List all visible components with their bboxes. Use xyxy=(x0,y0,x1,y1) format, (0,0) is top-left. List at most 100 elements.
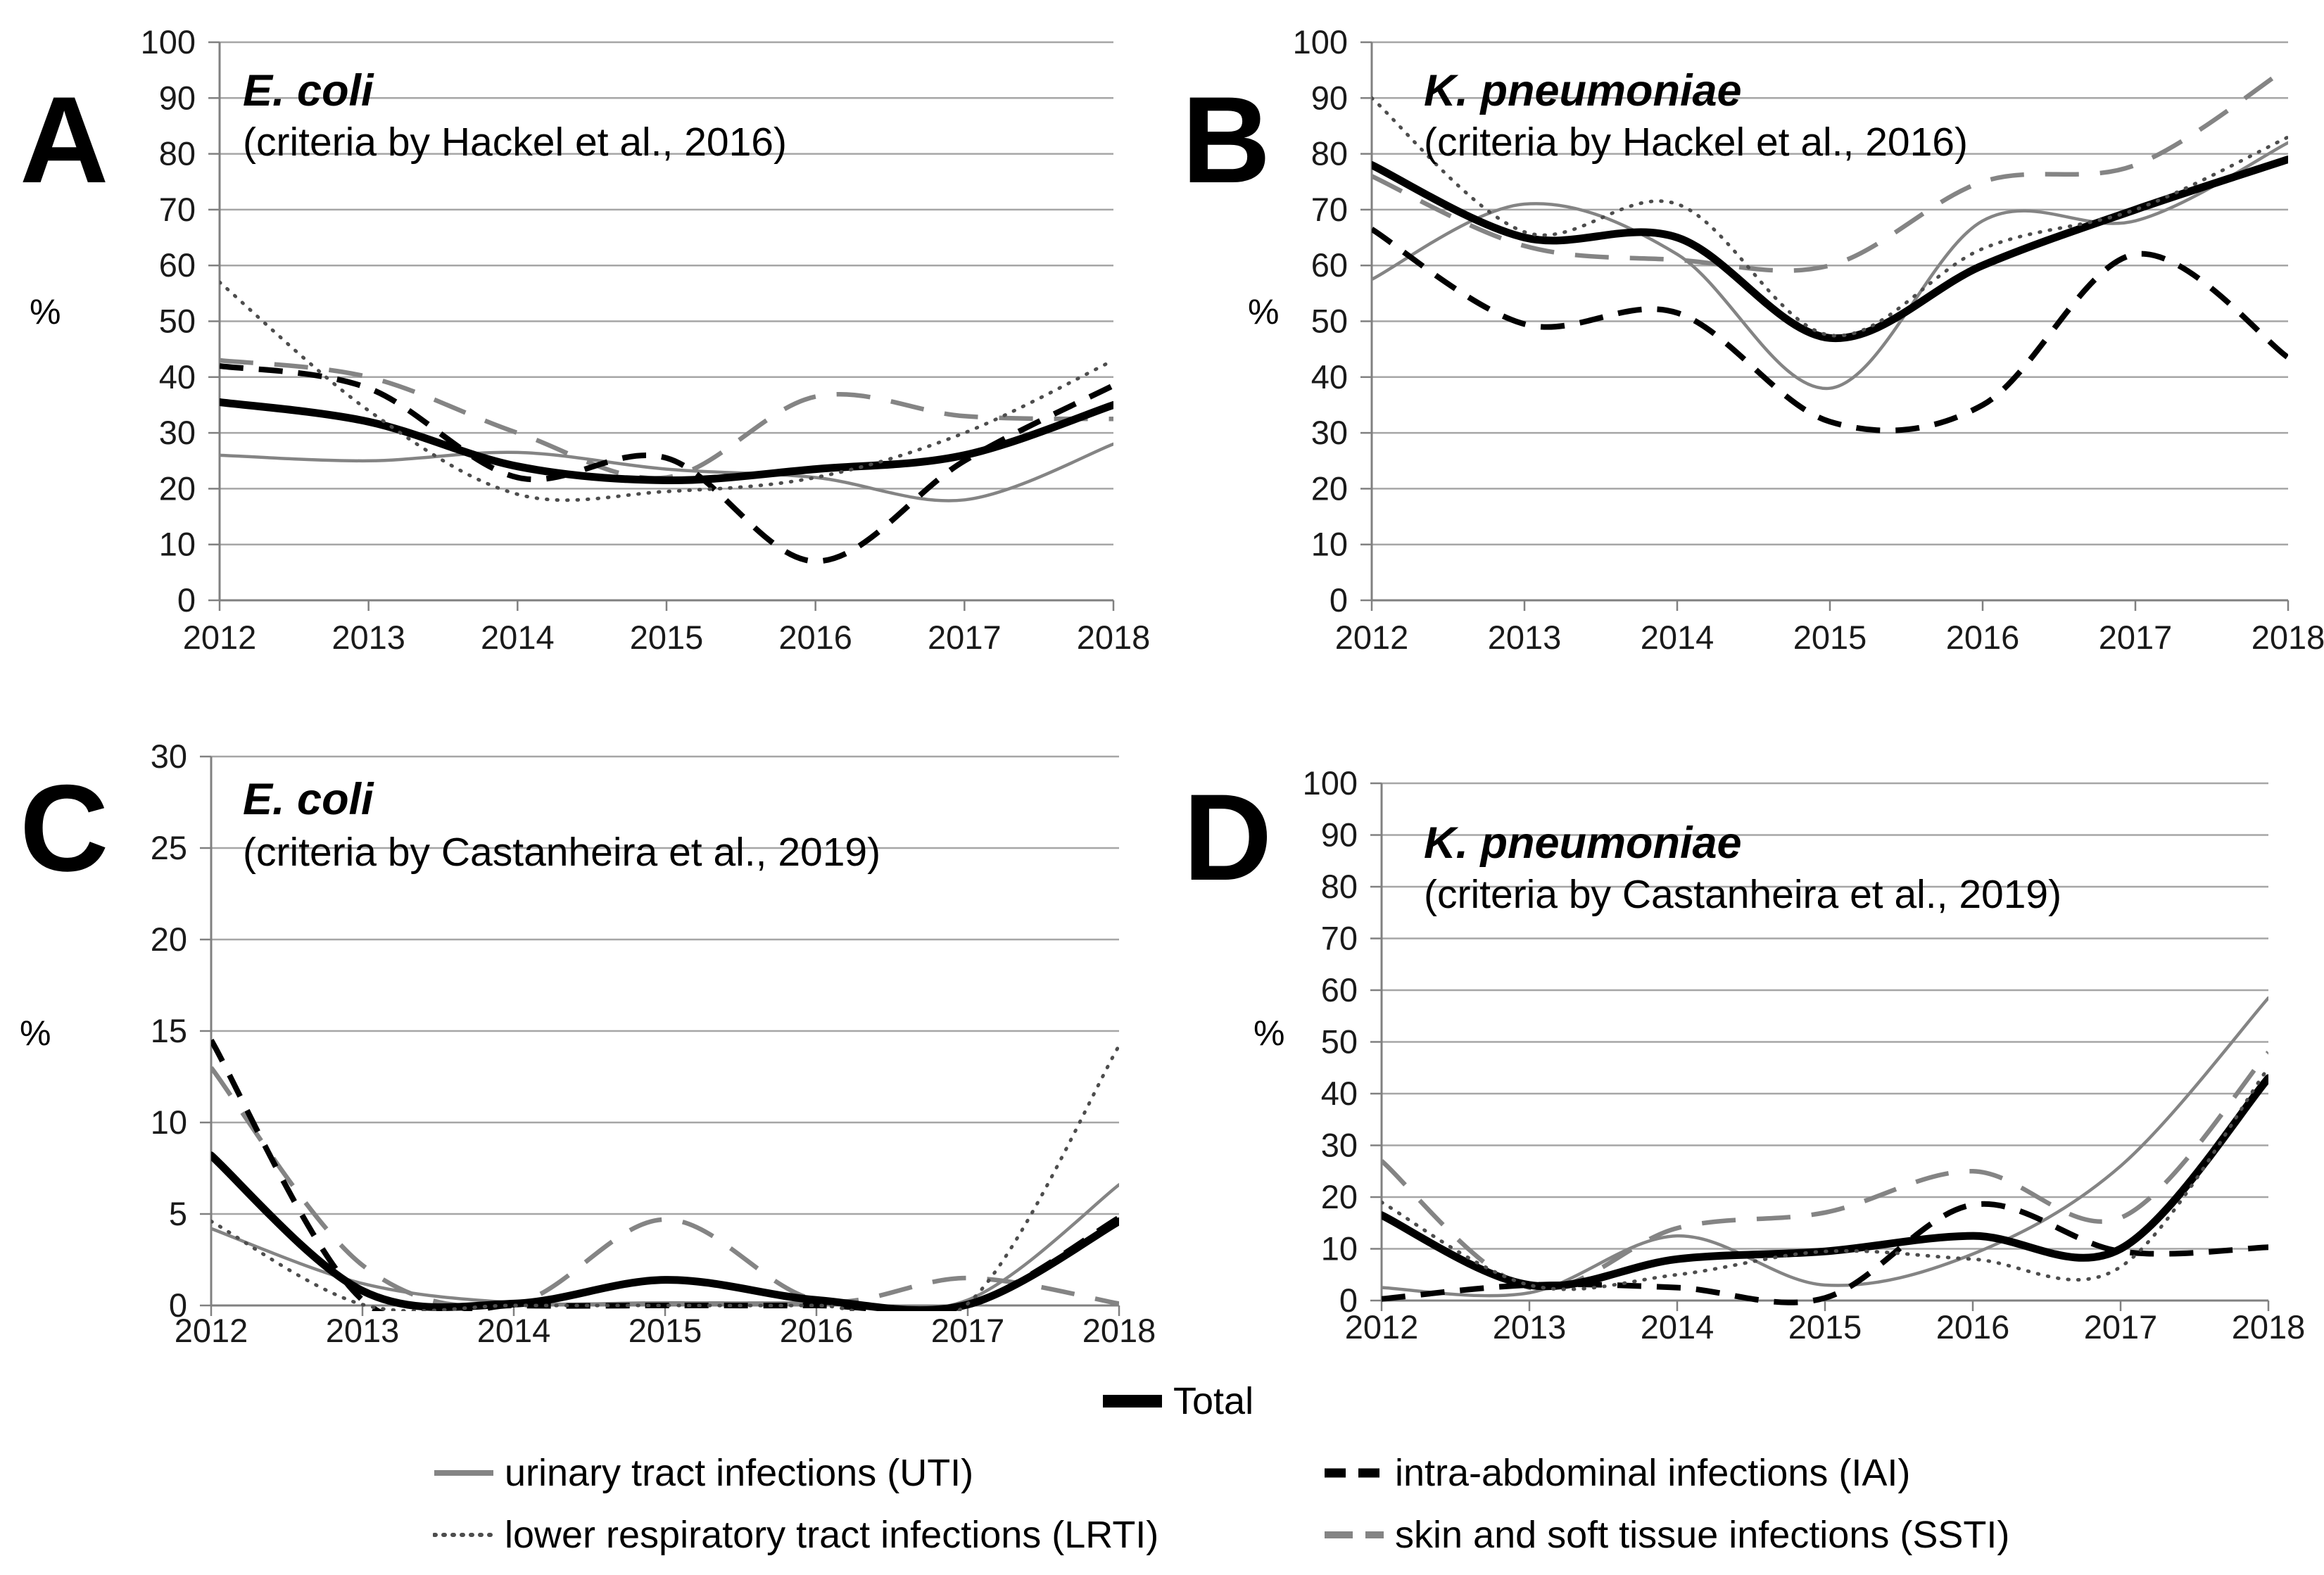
legend-label-lrti: lower respiratory tract infections (LRTI… xyxy=(505,1514,1159,1556)
total-line-swatch-icon xyxy=(1103,1395,1162,1408)
xtick-label-2015: 2015 xyxy=(1788,1308,1862,1346)
legend-label-total: Total xyxy=(1173,1380,1254,1422)
series-line-total xyxy=(220,398,1113,485)
legend-item-uti: urinary tract infections (UTI) xyxy=(433,1451,973,1495)
xtick-label-2012: 2012 xyxy=(1335,619,1409,656)
ytick-label-0: 0 xyxy=(169,1286,187,1324)
xtick-label-2012: 2012 xyxy=(1345,1308,1419,1346)
panel-d-letter: D xyxy=(1183,769,1272,906)
ytick-label-60: 60 xyxy=(1311,246,1348,284)
series-line-lrti xyxy=(211,1044,1119,1311)
panel-c-ylabel: % xyxy=(20,1013,51,1053)
xtick-label-2016: 2016 xyxy=(1946,619,2020,656)
panel-d: 0 10 20 30 40 50 60 70 80 90 100 2012 2013 2014 2015 20… xyxy=(1162,693,2324,1411)
panel-a: 0 10 20 30 40 50 60 70 80 90 100 2012 2013 2014 2015 20… xyxy=(0,0,1162,693)
series-line-uti xyxy=(211,1183,1119,1311)
panel-c: 0 5 10 15 20 25 30 2012 2013 2014 2015 2016 2017 2018… xyxy=(0,693,1162,1411)
series-line-uti xyxy=(1382,996,2268,1298)
iai-line-swatch-icon xyxy=(1325,1468,1384,1478)
panel-a-letter: A xyxy=(20,72,109,209)
panel-c-letter: C xyxy=(20,760,109,897)
panel-a-plot: 0 10 20 30 40 50 60 70 80 90 100 2012 2013 2014 2015 20… xyxy=(141,23,1151,656)
ytick-label-30: 30 xyxy=(1321,1127,1358,1164)
xtick-label-2017: 2017 xyxy=(2099,619,2173,656)
xtick-label-2012: 2012 xyxy=(175,1312,248,1349)
xtick-label-2018: 2018 xyxy=(2232,1308,2306,1346)
xtick-label-2017: 2017 xyxy=(2084,1308,2158,1346)
xtick-label-2015: 2015 xyxy=(1793,619,1867,656)
xtick-label-2013: 2013 xyxy=(1493,1308,1567,1346)
panel-d-subtitle: (criteria by Castanheira et al., 2019) xyxy=(1424,872,2062,917)
uti-line-swatch-icon xyxy=(434,1470,493,1476)
ytick-label-15: 15 xyxy=(151,1012,187,1049)
series-line-lrti xyxy=(220,280,1113,502)
series-line-iai xyxy=(1382,1201,2268,1305)
ytick-label-0: 0 xyxy=(177,581,196,619)
xtick-label-2016: 2016 xyxy=(778,619,852,656)
legend-item-ssti: skin and soft tissue infections (SSTI) xyxy=(1323,1513,2009,1557)
ytick-label-20: 20 xyxy=(159,469,196,507)
legend-item-total: Total xyxy=(1101,1379,1253,1423)
xtick-label-2017: 2017 xyxy=(928,619,1002,656)
xtick-label-2018: 2018 xyxy=(1082,1312,1156,1349)
series-line-iai xyxy=(1372,227,2288,434)
ytick-label-90: 90 xyxy=(1311,79,1348,116)
xtick-label-2014: 2014 xyxy=(1641,619,1714,656)
ytick-label-25: 25 xyxy=(151,829,187,866)
xtick-label-2014: 2014 xyxy=(481,619,555,656)
panel-b-plot: 0 10 20 30 40 50 60 70 80 90 100 2012 2013 2014 2015 20… xyxy=(1293,23,2324,656)
legend-item-iai: intra-abdominal infections (IAI) xyxy=(1323,1451,1910,1495)
panel-b-subtitle: (criteria by Hackel et al., 2016) xyxy=(1424,120,1968,165)
panel-a-ylabel: % xyxy=(30,292,61,331)
series-line-lrti xyxy=(1372,96,2288,338)
panel-c-title: E. coli xyxy=(243,775,374,824)
xtick-label-2018: 2018 xyxy=(1077,619,1151,656)
ytick-label-50: 50 xyxy=(1321,1023,1358,1061)
ytick-label-100: 100 xyxy=(1293,23,1348,61)
ytick-label-60: 60 xyxy=(159,246,196,284)
ssti-line-swatch-icon xyxy=(1325,1531,1384,1538)
panel-a-subtitle: (criteria by Hackel et al., 2016) xyxy=(243,120,787,165)
xtick-label-2018: 2018 xyxy=(2252,619,2324,656)
panel-b-title: K. pneumoniae xyxy=(1424,66,1742,115)
panel-b-ylabel: % xyxy=(1248,292,1280,331)
ytick-label-0: 0 xyxy=(1339,1282,1358,1319)
series-line-uti xyxy=(220,442,1113,502)
panel-c-plot: 0 5 10 15 20 25 30 2012 2013 2014 2015 2016 2017 2018 xyxy=(151,738,1156,1349)
lrti-line-swatch-icon xyxy=(433,1533,495,1537)
ytick-label-50: 50 xyxy=(159,303,196,340)
legend-label-ssti: skin and soft tissue infections (SSTI) xyxy=(1395,1514,2010,1556)
panel-a-title: E. coli xyxy=(243,66,374,115)
ytick-label-10: 10 xyxy=(1311,526,1348,563)
ytick-label-20: 20 xyxy=(1311,469,1348,507)
series-line-lrti xyxy=(1382,1065,2268,1291)
series-line-ssti xyxy=(1372,65,2288,273)
xtick-label-2014: 2014 xyxy=(477,1312,551,1349)
series-line-ssti xyxy=(211,1066,1119,1309)
ytick-label-80: 80 xyxy=(159,135,196,172)
series-line-uti xyxy=(1372,141,2288,390)
ytick-label-30: 30 xyxy=(1311,414,1348,451)
ytick-label-90: 90 xyxy=(159,79,196,116)
panel-c-subtitle: (criteria by Castanheira et al., 2019) xyxy=(243,830,881,875)
ytick-label-5: 5 xyxy=(169,1195,187,1232)
xtick-label-2013: 2013 xyxy=(326,1312,400,1349)
xtick-label-2015: 2015 xyxy=(630,619,704,656)
xtick-label-2014: 2014 xyxy=(1641,1308,1714,1346)
ytick-label-10: 10 xyxy=(159,526,196,563)
series-line-iai xyxy=(220,362,1113,564)
xtick-label-2016: 2016 xyxy=(1936,1308,2010,1346)
ytick-label-90: 90 xyxy=(1321,816,1358,854)
ytick-label-20: 20 xyxy=(1321,1178,1358,1215)
ytick-label-100: 100 xyxy=(141,23,196,61)
legend-item-lrti: lower respiratory tract infections (LRTI… xyxy=(433,1513,1158,1557)
panel-d-plot: 0 10 20 30 40 50 60 70 80 90 100 2012 2013 2014 2015 20… xyxy=(1303,764,2306,1346)
ytick-label-80: 80 xyxy=(1321,868,1358,905)
ytick-label-40: 40 xyxy=(159,358,196,396)
panel-b-letter: B xyxy=(1182,72,1271,209)
panel-d-ylabel: % xyxy=(1253,1013,1285,1053)
ytick-label-80: 80 xyxy=(1311,135,1348,172)
ytick-label-30: 30 xyxy=(159,414,196,451)
xtick-label-2016: 2016 xyxy=(780,1312,854,1349)
ytick-label-10: 10 xyxy=(1321,1230,1358,1267)
